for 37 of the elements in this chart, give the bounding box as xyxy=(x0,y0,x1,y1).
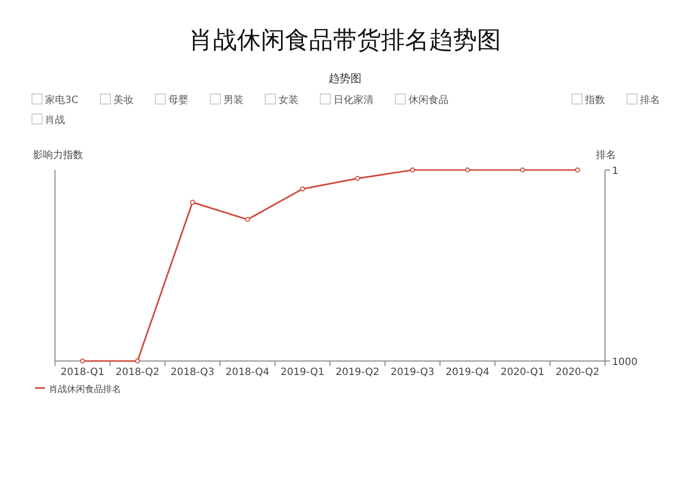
y2-axis-title: 排名 xyxy=(596,149,616,161)
text: 排名 xyxy=(640,94,660,106)
x-tick-label: 2018-Q1 xyxy=(60,367,104,378)
x-tick-label: 2018-Q2 xyxy=(116,367,160,378)
text: 休闲食品 xyxy=(408,94,448,106)
text: 男装 xyxy=(223,94,244,106)
text: 母婴 xyxy=(168,94,188,106)
x-tick-label: 2019-Q4 xyxy=(446,367,490,378)
point xyxy=(575,168,580,172)
text: 女装 xyxy=(278,94,298,106)
point xyxy=(80,358,85,364)
point xyxy=(135,358,140,364)
y-axis-title: 影响力指数 xyxy=(33,149,83,161)
y2-tick-label: 1 xyxy=(612,166,618,177)
legend-label: 肖战休闲食品排名 xyxy=(49,384,121,395)
x-tick-label: 2018-Q4 xyxy=(226,367,270,378)
text: 指数 xyxy=(584,94,605,106)
point xyxy=(245,217,250,222)
x-tick-label: 2019-Q1 xyxy=(280,367,324,378)
text: 日化家清 xyxy=(333,94,374,106)
x-tick-label: 2018-Q3 xyxy=(170,367,214,378)
point xyxy=(410,168,415,172)
text: 家电3C xyxy=(45,94,78,106)
point xyxy=(300,186,305,192)
chart-subtitle: 趋势图 xyxy=(328,72,362,85)
x-tick-label: 2020-Q1 xyxy=(500,367,544,378)
text: 美妆 xyxy=(113,94,134,106)
x-tick-label: 2019-Q3 xyxy=(390,367,434,378)
y2-tick-label: 1000 xyxy=(612,357,638,368)
chart-title: 肖战休闲食品带货排名趋势图 xyxy=(189,26,501,54)
x-tick-label: 2019-Q2 xyxy=(336,367,380,378)
point xyxy=(190,200,195,205)
x-tick-label: 2020-Q2 xyxy=(556,367,600,378)
text: 肖战 xyxy=(45,114,65,126)
point xyxy=(465,168,470,172)
point xyxy=(355,176,360,181)
point xyxy=(520,168,525,172)
